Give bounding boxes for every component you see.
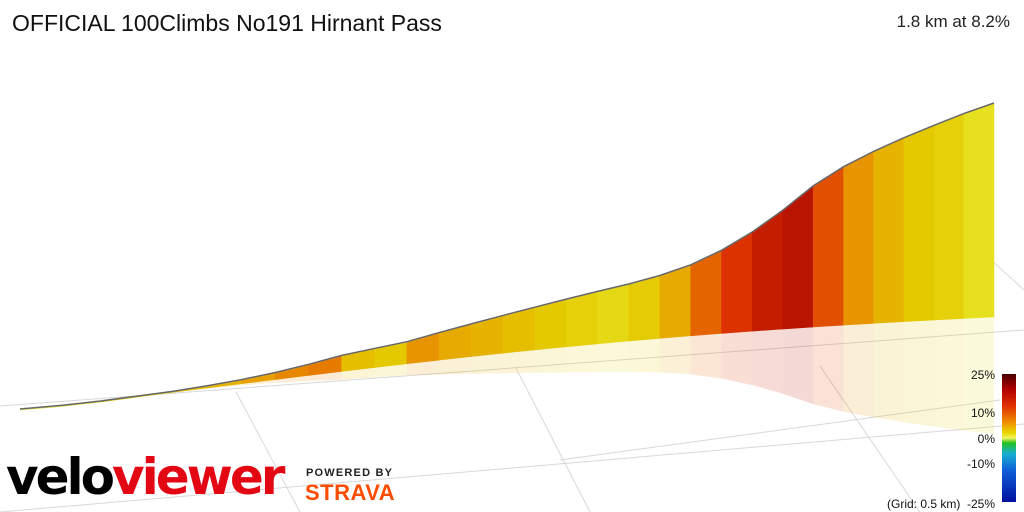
reflection-segment	[503, 349, 535, 374]
colorbar-tick-10: 10%	[970, 406, 995, 420]
colorbar-tick-minus10: -10%	[966, 457, 995, 471]
reflection-segment	[534, 346, 567, 373]
colorbar-tick-0: 0%	[977, 432, 995, 446]
reflection-segment	[566, 343, 598, 373]
profile-segment	[374, 342, 408, 368]
logo-viewer: viewer	[112, 448, 285, 506]
profile-segment	[628, 276, 661, 342]
profile-segment	[565, 292, 598, 348]
profile-segment	[690, 250, 722, 337]
profile-segment	[903, 125, 935, 322]
powered-by-label: POWERED BY	[306, 467, 394, 479]
reflection-segment	[471, 353, 504, 374]
reflection-segment	[308, 371, 342, 381]
profile-segment	[963, 103, 995, 319]
profile-segment	[873, 138, 905, 324]
profile-segment	[534, 299, 567, 351]
page-title: OFFICIAL 100Climbs No191 Hirnant Pass	[12, 10, 442, 36]
reflection-segment	[241, 379, 276, 386]
reflection-segment	[275, 375, 309, 383]
reflection-segment	[904, 319, 935, 427]
grid-line-6	[559, 399, 1001, 461]
profile-segment	[933, 114, 965, 321]
grid-scale-note: (Grid: 0.5 km)	[887, 497, 961, 511]
reflection-segment	[659, 335, 691, 375]
reflection-segment	[439, 356, 472, 375]
profile-segment	[782, 186, 814, 330]
profile-segment	[659, 265, 692, 339]
profile-segment	[438, 324, 472, 361]
grid-line-3	[515, 367, 591, 512]
reflection-segment	[374, 363, 407, 378]
reflection-segment	[934, 318, 965, 431]
ground-grid	[0, 249, 1024, 512]
gradient-colorbar	[1002, 374, 1016, 502]
reflection-segment	[597, 340, 629, 373]
reflection-segment	[782, 326, 814, 405]
reflection-segment	[964, 316, 994, 435]
profile-segments	[19, 103, 995, 411]
profile-segment	[341, 349, 375, 372]
profile-top-line	[19, 102, 995, 410]
reflection-segment	[843, 323, 874, 418]
climb-summary: 1.8 km at 8.2%	[896, 12, 1010, 31]
profile-segment	[843, 151, 875, 326]
reflection-segment	[873, 321, 905, 423]
reflection-segment	[721, 331, 753, 386]
profile-segment	[406, 333, 440, 365]
grid-line-1	[0, 423, 1024, 512]
grid-line-2	[235, 391, 301, 512]
colorbar-tick-25: 25%	[970, 368, 995, 382]
logo-velo: velo	[6, 448, 115, 506]
reflection-segment	[628, 338, 660, 373]
grid-line-0	[0, 329, 1024, 407]
strava-logo[interactable]: STRAVA	[305, 480, 396, 505]
profile-segment	[597, 284, 630, 345]
colorbar-tick-minus25: -25%	[966, 497, 995, 511]
grid-line-4	[819, 365, 921, 512]
reflection-segment	[406, 360, 440, 376]
profile-segment	[812, 167, 844, 328]
veloviewer-logo[interactable]: veloviewer	[6, 452, 285, 502]
reflection-segment	[690, 333, 722, 379]
reflection-segment	[752, 328, 783, 394]
reflection-segment	[813, 325, 844, 412]
